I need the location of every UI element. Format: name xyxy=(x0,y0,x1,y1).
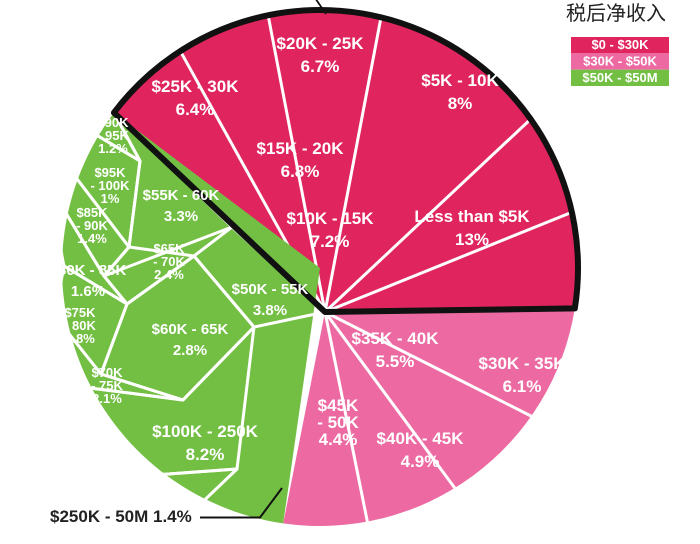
svg-text:2.1%: 2.1% xyxy=(92,391,122,406)
svg-text:8%: 8% xyxy=(448,94,473,113)
svg-text:$60K - 65K: $60K - 65K xyxy=(152,321,229,338)
svg-text:1.4%: 1.4% xyxy=(77,231,107,246)
svg-text:3.8%: 3.8% xyxy=(253,302,287,319)
svg-text:$50K - 55K: $50K - 55K xyxy=(232,281,309,298)
svg-text:$5K - 10K: $5K - 10K xyxy=(421,71,499,90)
svg-text:$100K - 250K: $100K - 250K xyxy=(152,422,259,441)
svg-text:1.2%: 1.2% xyxy=(98,141,128,156)
svg-text:1.8%: 1.8% xyxy=(65,331,95,346)
svg-text:4.4%: 4.4% xyxy=(319,430,358,449)
svg-text:税后净收入: 税后净收入 xyxy=(566,2,666,25)
svg-text:6.4%: 6.4% xyxy=(176,100,215,119)
svg-text:$25K - 30K: $25K - 30K xyxy=(152,77,240,96)
svg-text:8.2%: 8.2% xyxy=(186,445,225,464)
svg-text:2.8%: 2.8% xyxy=(173,342,207,359)
svg-text:2.4%: 2.4% xyxy=(154,267,184,282)
svg-text:6.1%: 6.1% xyxy=(503,377,542,396)
svg-text:6.8%: 6.8% xyxy=(281,162,320,181)
svg-text:$50K - $50M: $50K - $50M xyxy=(582,70,657,85)
svg-text:Less than $5K: Less than $5K xyxy=(414,207,530,226)
svg-text:$15K - 20K: $15K - 20K xyxy=(257,139,345,158)
svg-text:$20K - 25K: $20K - 25K xyxy=(277,34,365,53)
svg-text:$0 - $30K: $0 - $30K xyxy=(591,37,649,52)
svg-text:3.3%: 3.3% xyxy=(164,208,198,225)
svg-text:$30K - 35K: $30K - 35K xyxy=(479,354,567,373)
svg-text:5.5%: 5.5% xyxy=(376,352,415,371)
svg-text:6.7%: 6.7% xyxy=(301,57,340,76)
svg-text:$250K - 50M 1.4%: $250K - 50M 1.4% xyxy=(50,507,192,526)
svg-text:$10K - 15K: $10K - 15K xyxy=(287,209,375,228)
svg-text:1%: 1% xyxy=(101,191,120,206)
svg-text:$30K - $50K: $30K - $50K xyxy=(583,54,657,69)
svg-text:$35K - 40K: $35K - 40K xyxy=(352,329,440,348)
svg-text:4.9%: 4.9% xyxy=(401,452,440,471)
svg-text:1.6%: 1.6% xyxy=(71,283,105,300)
svg-text:13%: 13% xyxy=(455,230,489,249)
svg-text:$40K - 45K: $40K - 45K xyxy=(377,429,465,448)
svg-text:$55K - 60K: $55K - 60K xyxy=(143,187,220,204)
svg-text:7.2%: 7.2% xyxy=(311,232,350,251)
svg-text:$80K - 85K: $80K - 85K xyxy=(50,262,127,279)
